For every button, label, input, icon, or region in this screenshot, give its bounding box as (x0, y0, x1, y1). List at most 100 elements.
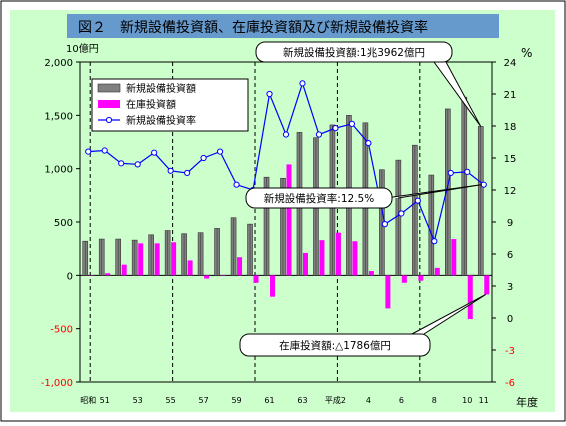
x-tick-label: 10 (462, 396, 472, 405)
right-axis-tick-label: 6 (507, 250, 513, 261)
left-axis-tick-label: -1,000 (41, 378, 73, 389)
line-point (348, 120, 356, 127)
x-tick-label: 53 (133, 396, 143, 405)
bar-inventory-investment (88, 275, 94, 276)
x-tick-label: 63 (297, 396, 307, 405)
bar-inventory-investment (467, 275, 473, 320)
bar-inventory-investment (138, 243, 144, 276)
line-point (480, 181, 487, 188)
right-axis-tick-label: 18 (504, 122, 517, 133)
callout-pointer (385, 184, 482, 199)
line-point (233, 181, 240, 188)
x-tick-label: 昭和 (80, 396, 96, 405)
bar-inventory-investment (121, 264, 127, 276)
line-point (414, 197, 421, 204)
line-point (216, 148, 224, 155)
legend-swatch (98, 100, 120, 108)
right-axis-unit: % (521, 46, 532, 60)
legend-entry: 新規設備投資額 (126, 82, 196, 95)
x-tick-label: 6 (399, 396, 404, 405)
x-axis-label: 年度 (516, 395, 538, 409)
legend-entry: 在庫投資額 (126, 98, 176, 111)
callout-text: 在庫投資額:△1786億円 (279, 339, 391, 352)
bar-inventory-investment (171, 242, 177, 276)
line-point (315, 131, 323, 138)
callout-box (239, 333, 431, 357)
bar-inventory-investment (253, 275, 259, 283)
callout-text: 新規設備投資額:1兆3962億円 (283, 46, 425, 59)
bar-inventory-investment (451, 239, 457, 276)
title-band (67, 14, 499, 38)
legend-marker (105, 116, 113, 124)
line-point (184, 169, 191, 177)
x-tick-label: 4 (366, 396, 371, 405)
bar-inventory-investment (352, 241, 358, 276)
right-axis-tick-label: 21 (504, 90, 517, 101)
line-point (200, 154, 207, 162)
right-axis-tick-label: 24 (504, 58, 517, 69)
right-axis-tick-label: 15 (504, 154, 517, 165)
bar-inventory-investment (286, 164, 292, 276)
bar-inventory-investment (105, 273, 111, 276)
right-axis-tick-label: 0 (507, 314, 513, 325)
legend-swatch (97, 83, 121, 93)
bar-inventory-investment (484, 275, 490, 295)
line-point (282, 131, 290, 138)
bar-inventory-investment (385, 275, 391, 309)
bar-inventory-investment (335, 232, 341, 276)
callout-box (245, 187, 393, 209)
x-tick-label: 平成2 (325, 395, 346, 405)
left-axis-tick-label: 2,000 (44, 58, 73, 69)
x-tick-label: 61 (264, 396, 274, 405)
bar-inventory-investment (187, 260, 193, 276)
left-axis-tick-label: -500 (50, 325, 73, 336)
left-axis-tick-label: 1,000 (44, 165, 73, 176)
x-tick-label: 55 (166, 396, 176, 405)
bar-inventory-investment (401, 275, 407, 283)
bar-inventory-investment (270, 275, 276, 297)
callout-text: 新規設備投資率:12.5% (264, 192, 374, 205)
right-axis-tick-label: 3 (507, 282, 513, 293)
bar-inventory-investment (368, 271, 374, 276)
bar-inventory-investment (434, 267, 440, 276)
bar-inventory-investment (418, 275, 424, 281)
bar-inventory-investment (220, 275, 226, 276)
line-point (447, 169, 454, 177)
left-axis-tick-label: 1,500 (44, 111, 73, 122)
legend-entry: 新規設備投資率 (126, 114, 196, 127)
bar-inventory-investment (154, 243, 160, 276)
bar-inventory-investment (302, 252, 308, 276)
line-point (365, 139, 372, 147)
line-point (431, 238, 438, 245)
callout-box (255, 41, 453, 63)
line-point (118, 160, 125, 167)
right-axis-tick-label: 12 (504, 186, 517, 197)
line-point (332, 125, 339, 132)
right-axis-tick-label: 9 (507, 218, 513, 229)
line-point (398, 210, 405, 217)
bar-inventory-investment (237, 257, 243, 276)
line-point (381, 221, 388, 228)
left-axis-tick-label: 0 (67, 271, 73, 282)
line-point (101, 147, 108, 154)
line-point (134, 161, 141, 168)
line-point (85, 148, 92, 155)
callout-pointer (411, 293, 487, 335)
x-tick-label: 8 (432, 396, 437, 405)
x-tick-label: 51 (100, 396, 110, 405)
line-point (464, 168, 471, 175)
chart-title: 図２ 新規設備投資額、在庫投資額及び新規設備投資率 (78, 19, 428, 36)
left-axis-tick-label: 500 (54, 218, 73, 229)
bar-inventory-investment (204, 275, 210, 279)
right-axis-tick-label: -3 (505, 346, 515, 357)
plot-area: -1,000 -500 0 500 1,000 1,500 2,000 -6 -3 0 3 6 9 12 1… (41, 41, 517, 405)
callout-pointer (433, 61, 482, 127)
line-point (167, 167, 174, 174)
right-axis-tick-label: -6 (505, 378, 515, 389)
line-point (151, 149, 158, 156)
line-point (299, 80, 306, 87)
line-point (266, 90, 273, 98)
left-axis-unit: 10億円 (66, 42, 99, 55)
